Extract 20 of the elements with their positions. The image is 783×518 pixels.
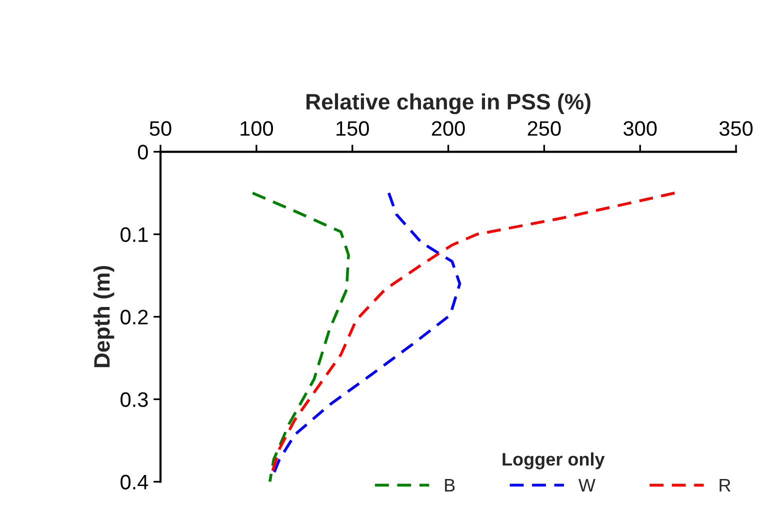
x-axis-title: Relative change in PSS (%) bbox=[306, 93, 590, 114]
x-tick-label: 150 bbox=[336, 121, 369, 136]
x-tick-label: 350 bbox=[719, 121, 753, 136]
x-tick-label: 250 bbox=[528, 121, 561, 136]
y-tick-label: 0.1 bbox=[120, 227, 148, 242]
legend-label: W bbox=[578, 479, 596, 492]
y-tick-label: 0.2 bbox=[120, 310, 148, 325]
legend-label: R bbox=[720, 479, 730, 492]
x-tick-label: 300 bbox=[624, 121, 657, 136]
x-tick-label: 200 bbox=[432, 121, 465, 136]
y-tick-label: 0.3 bbox=[120, 392, 148, 407]
legend-label: B bbox=[445, 479, 455, 492]
x-tick-label: 50 bbox=[150, 121, 172, 136]
y-tick-label: 0 bbox=[138, 144, 148, 160]
x-tick-label: 100 bbox=[240, 121, 273, 136]
y-axis-title: Depth (m) bbox=[93, 266, 114, 368]
line-series bbox=[272, 192, 462, 475]
legend-title: Logger only bbox=[502, 452, 605, 470]
y-tick-label: 0.4 bbox=[120, 474, 148, 490]
line-series bbox=[251, 192, 350, 482]
